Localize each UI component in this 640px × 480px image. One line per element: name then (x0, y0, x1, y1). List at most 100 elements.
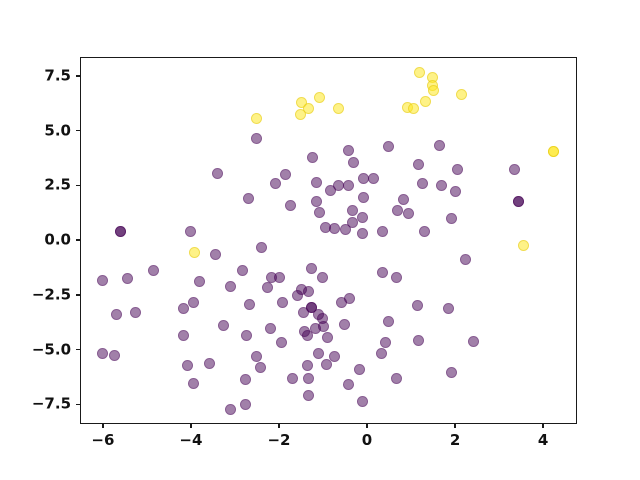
scatter-point-cluster-purple (322, 332, 334, 344)
scatter-point-cluster-yellow (547, 145, 559, 157)
scatter-point-cluster-purple (344, 293, 356, 305)
scatter-point-cluster-purple (130, 307, 142, 319)
scatter-point-cluster-purple (348, 157, 360, 169)
scatter-point-cluster-purple (311, 195, 323, 207)
scatter-point-cluster-purple (329, 350, 341, 362)
scatter-point-cluster-yellow (455, 88, 467, 100)
scatter-point-cluster-purple (209, 248, 221, 260)
scatter-point-cluster-purple (114, 225, 126, 237)
scatter-point-cluster-purple (413, 158, 425, 170)
scatter-point-cluster-purple (354, 363, 366, 375)
y-tick-mark (76, 294, 80, 296)
scatter-point-cluster-purple (255, 361, 267, 373)
scatter-point-cluster-purple (314, 206, 326, 218)
scatter-point-cluster-purple (329, 222, 341, 234)
scatter-point-cluster-purple (391, 271, 403, 283)
scatter-point-cluster-yellow (407, 102, 419, 114)
scatter-point-cluster-purple (397, 193, 409, 205)
x-tick-mark (278, 424, 280, 428)
scatter-point-cluster-yellow (294, 108, 306, 120)
y-tick-mark (76, 75, 80, 77)
scatter-point-cluster-purple (347, 216, 359, 228)
scatter-point-cluster-purple (343, 179, 355, 191)
scatter-point-cluster-purple (356, 395, 368, 407)
scatter-point-cluster-purple (392, 204, 404, 216)
scatter-point-cluster-purple (382, 315, 394, 327)
y-tick-mark (76, 184, 80, 187)
scatter-point-cluster-purple (187, 296, 199, 308)
scatter-point-cluster-purple (411, 300, 423, 312)
scatter-point-cluster-purple (512, 196, 524, 208)
scatter-point-cluster-yellow (302, 102, 314, 114)
scatter-point-cluster-purple (433, 139, 445, 151)
scatter-point-cluster-purple (187, 377, 199, 389)
scatter-point-cluster-purple (320, 358, 332, 370)
y-tick-mark (76, 348, 80, 351)
x-tick-label: 0 (361, 431, 373, 449)
scatter-point-cluster-purple (122, 272, 134, 284)
scatter-point-cluster-purple (382, 140, 394, 152)
scatter-point-cluster-yellow (251, 112, 263, 124)
scatter-point-cluster-purple (302, 285, 314, 297)
scatter-point-cluster-yellow (517, 239, 529, 251)
scatter-point-cluster-yellow (419, 95, 431, 107)
x-tick-label: −4 (179, 431, 203, 449)
scatter-point-cluster-purple (274, 271, 286, 283)
scatter-point-cluster-purple (286, 372, 298, 384)
y-tick-label: −5.0 (31, 340, 71, 359)
y-tick-label: 7.5 (44, 66, 71, 85)
scatter-point-cluster-purple (403, 207, 415, 219)
scatter-point-cluster-purple (357, 191, 369, 203)
scatter-point-cluster-purple (240, 398, 252, 410)
scatter-point-cluster-purple (340, 224, 352, 236)
scatter-point-cluster-purple (302, 372, 314, 384)
scatter-point-cluster-purple (338, 318, 350, 330)
scatter-point-cluster-purple (241, 329, 253, 341)
scatter-point-cluster-purple (377, 266, 389, 278)
scatter-point-cluster-purple (318, 321, 330, 333)
scatter-point-cluster-purple (256, 241, 268, 253)
scatter-point-cluster-purple (250, 132, 262, 144)
scatter-point-cluster-purple (237, 264, 249, 276)
scatter-point-cluster-purple (262, 281, 274, 293)
scatter-point-cluster-purple (212, 167, 224, 179)
x-tick-label: 4 (537, 431, 549, 449)
scatter-point-cluster-purple (468, 335, 480, 347)
scatter-point-cluster-purple (177, 329, 189, 341)
scatter-point-cluster-purple (449, 185, 461, 197)
scatter-point-cluster-purple (312, 347, 324, 359)
y-tick-label: 5.0 (44, 121, 71, 140)
scatter-point-cluster-purple (297, 306, 309, 318)
scatter-point-cluster-purple (242, 192, 254, 204)
scatter-point-cluster-purple (109, 349, 121, 361)
scatter-point-cluster-purple (244, 298, 256, 310)
y-tick-mark (76, 403, 80, 406)
scatter-point-cluster-purple (301, 359, 313, 371)
scatter-point-cluster-purple (390, 372, 402, 384)
scatter-point-cluster-purple (292, 289, 304, 301)
scatter-point-cluster-yellow (314, 91, 326, 103)
scatter-point-cluster-purple (97, 347, 109, 359)
scatter-point-cluster-purple (343, 144, 355, 156)
scatter-point-cluster-yellow (333, 102, 345, 114)
scatter-point-cluster-purple (367, 172, 379, 184)
scatter-point-cluster-purple (377, 226, 389, 238)
scatter-point-cluster-yellow (189, 246, 201, 258)
scatter-point-cluster-purple (347, 204, 359, 216)
x-tick-mark (542, 424, 544, 428)
scatter-point-cluster-purple (436, 179, 448, 191)
scatter-point-cluster-purple (96, 274, 108, 286)
scatter-point-cluster-purple (270, 177, 282, 189)
scatter-point-cluster-yellow (414, 67, 426, 79)
scatter-point-cluster-purple (204, 357, 216, 369)
scatter-point-cluster-purple (111, 308, 123, 320)
x-tick-label: −6 (91, 431, 115, 449)
scatter-point-cluster-purple (217, 319, 229, 331)
scatter-point-cluster-purple (302, 390, 314, 402)
scatter-point-cluster-purple (185, 225, 197, 237)
scatter-point-cluster-purple (147, 264, 159, 276)
x-tick-mark (102, 424, 104, 428)
scatter-point-cluster-purple (356, 227, 368, 239)
scatter-point-cluster-purple (307, 151, 319, 163)
x-tick-mark (366, 424, 368, 428)
